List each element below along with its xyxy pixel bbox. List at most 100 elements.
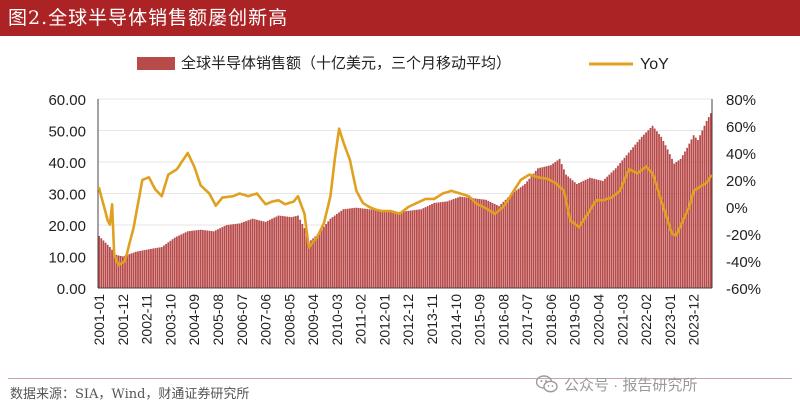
sales-bar [608, 174, 611, 288]
x-axis-labels: 2001-01 2001-12 2002-11 2003-10 2004-09 2005-… [91, 294, 702, 346]
sales-bar [206, 230, 209, 288]
sales-bar [528, 178, 531, 288]
sales-bar [134, 251, 137, 288]
sales-bar [104, 242, 107, 288]
sales-bar [230, 224, 232, 288]
sales-bar [301, 223, 304, 288]
sales-bar [498, 206, 500, 288]
x-tick-label: 2011-02 [353, 294, 369, 345]
y-right-tick-label: 0% [726, 200, 748, 217]
sales-bar [176, 236, 178, 288]
sales-bar [692, 135, 695, 288]
sales-bar [588, 177, 591, 288]
y-right-tick-label: -40% [726, 254, 761, 271]
sales-bar [541, 167, 544, 288]
sales-bar [348, 208, 351, 288]
y-left-tick-label: 40.00 [48, 155, 86, 172]
sales-bar [392, 212, 394, 288]
legend: 全球半导体销售额（十亿美元，三个月移动平均） YoY [137, 54, 669, 73]
sales-bar [619, 163, 621, 288]
sales-bar [357, 207, 360, 288]
sales-bar [638, 139, 641, 288]
watermark: 公众号 · 报告研究所 [536, 372, 697, 396]
sales-bar [182, 233, 185, 288]
sales-bar [163, 245, 165, 288]
sales-bar [534, 170, 537, 288]
sales-bar [126, 254, 129, 288]
sales-bar [171, 239, 174, 288]
sales-bar [281, 216, 284, 288]
sales-bar [279, 215, 282, 288]
sales-bar [121, 256, 124, 288]
sales-bar [318, 231, 321, 288]
sales-bar [338, 212, 340, 288]
sales-bar [569, 178, 572, 288]
sales-bar [403, 211, 405, 288]
sales-bar [448, 200, 451, 288]
sales-bar [660, 136, 663, 288]
watermark-text: 公众号 · 报告研究所 [564, 376, 698, 394]
sales-bar [124, 255, 126, 288]
sales-bar [150, 248, 152, 288]
sales-bar [398, 211, 401, 289]
sales-bar [390, 211, 392, 289]
sales-bar [186, 231, 189, 288]
sales-bar [232, 224, 235, 288]
x-tick-label: 2017-07 [519, 294, 535, 346]
sales-bar [697, 139, 699, 288]
sales-bar [524, 184, 526, 288]
sales-bar [396, 212, 399, 288]
x-tick-label: 2004-09 [186, 294, 202, 346]
sales-bar [286, 216, 289, 288]
sales-bar [677, 160, 680, 288]
x-tick-label: 2006-07 [234, 294, 250, 346]
sales-bar [111, 249, 113, 288]
sales-bar [485, 199, 487, 288]
sales-bar [556, 160, 559, 288]
sales-bar [189, 231, 191, 288]
sales-bar [275, 216, 278, 288]
sales-bar [675, 162, 678, 288]
sales-bar [439, 202, 442, 288]
sales-bar [323, 226, 325, 288]
sales-bar [253, 219, 256, 288]
sales-bar [238, 223, 241, 288]
sales-bar [137, 251, 139, 288]
sales-bar [496, 205, 498, 288]
sales-bar [452, 199, 455, 288]
sales-bar [331, 217, 334, 289]
sales-bar [245, 221, 247, 288]
sales-bar [470, 197, 472, 288]
x-tick-label: 2019-05 [567, 294, 583, 346]
sales-bar [273, 217, 276, 288]
sales-bar [575, 184, 578, 288]
sales-bar [493, 204, 496, 288]
x-tick-label: 2023-12 [686, 294, 702, 346]
sales-bar [504, 199, 507, 288]
sales-bar [139, 250, 142, 288]
sales-bar [379, 210, 382, 288]
sales-bar [457, 197, 459, 288]
bar-series [98, 113, 712, 289]
sales-bar [571, 180, 574, 288]
sales-bar [184, 232, 187, 288]
sales-bar [262, 221, 265, 288]
sales-bar [515, 190, 518, 288]
x-tick-label: 2015-09 [472, 294, 488, 346]
sales-bar [145, 249, 148, 288]
sales-bar [506, 197, 509, 288]
sales-bar [601, 180, 604, 288]
source-note: 数据来源：SIA，Wind，财通证券研究所 [10, 387, 250, 402]
sales-bar [130, 253, 133, 288]
sales-bar [169, 240, 172, 288]
sales-bar [413, 210, 416, 288]
x-tick-label: 2009-04 [305, 294, 321, 346]
y-left-tick-label: 50.00 [48, 124, 86, 141]
chart-title: 图2.全球半导体销售额屡创新高 [8, 7, 289, 29]
sales-bar [405, 211, 407, 288]
sales-bar [307, 242, 310, 288]
sales-bar [454, 198, 457, 288]
sales-bar [260, 220, 263, 288]
sales-bar [478, 199, 481, 288]
sales-bar [441, 201, 444, 288]
